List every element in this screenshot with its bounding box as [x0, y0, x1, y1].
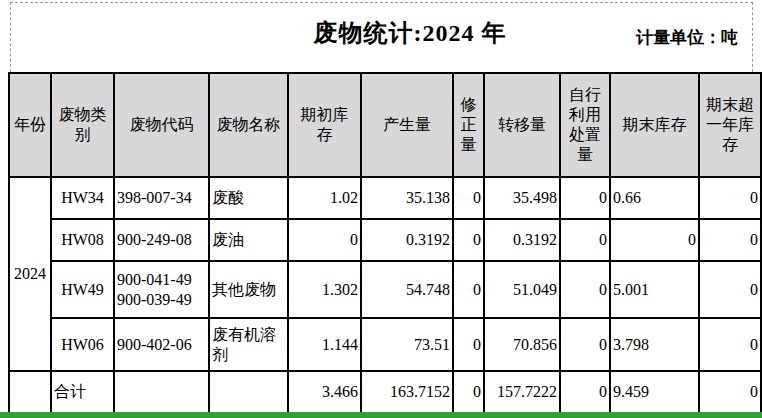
cell-total-opening[interactable]: 3.466 [288, 371, 361, 413]
cell-closing[interactable]: 0 [610, 219, 699, 261]
cell-correction[interactable]: 0 [453, 177, 484, 219]
cell-self-disposed[interactable]: 0 [560, 318, 610, 371]
unit-label: 计量单位：吨 [636, 26, 738, 49]
cell-correction[interactable]: 0 [453, 318, 484, 371]
cell-closing[interactable]: 0.66 [610, 177, 699, 219]
cell-year[interactable]: 2024 [9, 177, 51, 371]
cell-total-generated[interactable]: 163.7152 [361, 371, 453, 413]
cell-closing[interactable]: 5.001 [610, 261, 699, 318]
table-row: HW49 900-041-49 900-039-49 其他废物 1.302 54… [9, 261, 761, 318]
cell-self-disposed[interactable]: 0 [560, 177, 610, 219]
cell-opening[interactable]: 1.302 [288, 261, 361, 318]
col-header-transferred[interactable]: 转移量 [484, 73, 560, 177]
col-header-waste-category[interactable]: 废物类 别 [51, 73, 114, 177]
cell-code[interactable]: 398-007-34 [114, 177, 209, 219]
table-row: 2024 HW34 398-007-34 废酸 1.02 35.138 0 35… [9, 177, 761, 219]
cell-transferred[interactable]: 70.856 [484, 318, 560, 371]
cell-closing[interactable]: 3.798 [610, 318, 699, 371]
cell-total-transferred[interactable]: 157.7222 [484, 371, 560, 413]
cell-generated[interactable]: 54.748 [361, 261, 453, 318]
cell-code-empty[interactable] [114, 371, 209, 413]
cell-name[interactable]: 废酸 [209, 177, 288, 219]
cell-total-label[interactable]: 合计 [51, 371, 114, 413]
cell-name[interactable]: 其他废物 [209, 261, 288, 318]
cell-generated[interactable]: 35.138 [361, 177, 453, 219]
cell-category[interactable]: HW08 [51, 219, 114, 261]
col-header-waste-code[interactable]: 废物代码 [114, 73, 209, 177]
cell-year-empty[interactable] [9, 371, 51, 413]
cell-total-closing[interactable]: 9.459 [610, 371, 699, 413]
col-header-waste-name[interactable]: 废物名称 [209, 73, 288, 177]
cell-name[interactable]: 废油 [209, 219, 288, 261]
cell-code[interactable]: 900-249-08 [114, 219, 209, 261]
cell-correction[interactable]: 0 [453, 261, 484, 318]
col-header-opening-stock[interactable]: 期初库 存 [288, 73, 361, 177]
cell-self-disposed[interactable]: 0 [560, 219, 610, 261]
cell-total-closing-over-year[interactable]: 0 [699, 371, 761, 413]
cell-self-disposed[interactable]: 0 [560, 261, 610, 318]
cell-transferred[interactable]: 51.049 [484, 261, 560, 318]
cell-closing-over-year[interactable]: 0 [699, 318, 761, 371]
cell-category[interactable]: HW06 [51, 318, 114, 371]
cell-category[interactable]: HW49 [51, 261, 114, 318]
cell-opening[interactable]: 1.144 [288, 318, 361, 371]
cell-opening[interactable]: 0 [288, 219, 361, 261]
col-header-generated[interactable]: 产生量 [361, 73, 453, 177]
bottom-green-bar [0, 412, 762, 418]
cell-total-correction[interactable]: 0 [453, 371, 484, 413]
cell-closing-over-year[interactable]: 0 [699, 177, 761, 219]
table-row: HW08 900-249-08 废油 0 0.3192 0 0.3192 0 0… [9, 219, 761, 261]
header-row: 年份 废物类 别 废物代码 废物名称 期初库 存 产生量 修 正 量 转移量 自… [9, 73, 761, 177]
cell-transferred[interactable]: 35.498 [484, 177, 560, 219]
cell-code[interactable]: 900-402-06 [114, 318, 209, 371]
cell-name[interactable]: 废有机溶 剂 [209, 318, 288, 371]
col-header-self-disposal[interactable]: 自行 利用 处置 量 [560, 73, 610, 177]
cell-total-self-disposed[interactable]: 0 [560, 371, 610, 413]
cell-name-empty[interactable] [209, 371, 288, 413]
cell-opening[interactable]: 1.02 [288, 177, 361, 219]
cell-generated[interactable]: 73.51 [361, 318, 453, 371]
cell-generated[interactable]: 0.3192 [361, 219, 453, 261]
cell-transferred[interactable]: 0.3192 [484, 219, 560, 261]
cell-code[interactable]: 900-041-49 900-039-49 [114, 261, 209, 318]
cell-closing-over-year[interactable]: 0 [699, 261, 761, 318]
waste-statistics-table: 年份 废物类 别 废物代码 废物名称 期初库 存 产生量 修 正 量 转移量 自… [8, 72, 762, 414]
total-row: 合计 3.466 163.7152 0 157.7222 0 9.459 0 [9, 371, 761, 413]
cell-category[interactable]: HW34 [51, 177, 114, 219]
cell-closing-over-year[interactable]: 0 [699, 219, 761, 261]
col-header-year[interactable]: 年份 [9, 73, 51, 177]
table-row: HW06 900-402-06 废有机溶 剂 1.144 73.51 0 70.… [9, 318, 761, 371]
col-header-closing-stock[interactable]: 期末库存 [610, 73, 699, 177]
col-header-correction[interactable]: 修 正 量 [453, 73, 484, 177]
col-header-closing-over-one-year[interactable]: 期末超 一年库 存 [699, 73, 761, 177]
cell-correction[interactable]: 0 [453, 219, 484, 261]
